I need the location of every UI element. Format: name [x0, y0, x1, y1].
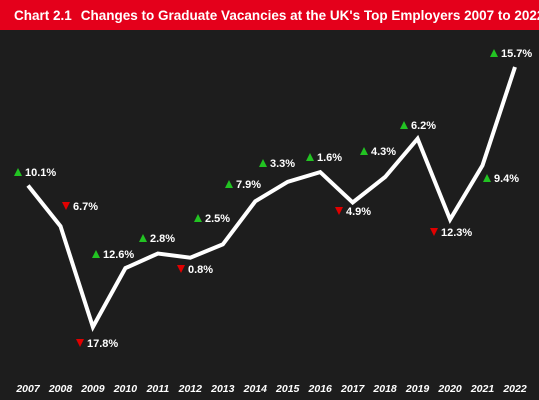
change-value: 6.7% — [73, 201, 98, 213]
x-tick-label-2009: 2009 — [80, 383, 105, 395]
down-arrow-icon — [62, 202, 70, 210]
x-tick-label-2017: 2017 — [340, 383, 366, 395]
change-label-2021: 9.4% — [483, 173, 519, 185]
change-label-2009: 17.8% — [76, 338, 118, 350]
up-arrow-icon — [139, 234, 147, 242]
x-tick-label-2008: 2008 — [48, 383, 73, 395]
up-arrow-icon — [483, 174, 491, 182]
change-value: 2.5% — [205, 213, 230, 225]
up-arrow-icon — [259, 159, 267, 167]
x-axis: 2007 2008 2009 2010 2011 2012 2013 2014 2015 2016… — [15, 383, 527, 395]
change-label-2011: 2.8% — [139, 233, 175, 245]
change-value: 9.4% — [494, 173, 519, 185]
x-tick-label-2019: 2019 — [405, 383, 430, 395]
line-layer — [26, 66, 517, 333]
x-tick-label-2010: 2010 — [113, 383, 138, 395]
change-value: 1.6% — [317, 152, 342, 164]
line-chart: 10.1% 6.7% 17.8% 12.6% 2.8% 0.8% 2.5% 7.9% 3.3% 1… — [14, 48, 532, 395]
x-tick-label-2018: 2018 — [372, 383, 397, 395]
change-label-2015: 3.3% — [259, 158, 295, 170]
change-value: 17.8% — [87, 338, 118, 350]
change-label-2008: 6.7% — [62, 201, 98, 213]
chart-title: Changes to Graduate Vacancies at the UK'… — [80, 7, 539, 23]
change-label-2007: 10.1% — [14, 167, 56, 179]
up-arrow-icon — [92, 250, 100, 258]
change-label-2010: 12.6% — [92, 249, 134, 261]
change-value: 15.7% — [501, 48, 532, 60]
x-tick-label-2015: 2015 — [275, 383, 300, 395]
change-label-2014: 7.9% — [225, 179, 261, 191]
up-arrow-icon — [360, 147, 368, 155]
change-value: 2.8% — [150, 233, 175, 245]
up-arrow-icon — [14, 168, 22, 176]
x-tick-label-2020: 2020 — [437, 383, 462, 395]
change-value: 3.3% — [270, 158, 295, 170]
change-label-2020: 12.3% — [430, 227, 472, 239]
change-label-2013: 2.5% — [194, 213, 230, 225]
x-tick-label-2021: 2021 — [470, 383, 495, 395]
up-arrow-icon — [194, 214, 202, 222]
down-arrow-icon — [177, 265, 185, 273]
change-value: 12.6% — [103, 249, 134, 261]
x-tick-label-2016: 2016 — [308, 383, 333, 395]
down-arrow-icon — [76, 339, 84, 347]
x-tick-label-2014: 2014 — [243, 383, 268, 395]
change-label-2018: 4.3% — [360, 146, 396, 158]
change-label-2012: 0.8% — [177, 264, 213, 276]
change-value: 10.1% — [25, 167, 56, 179]
change-value: 4.9% — [346, 206, 371, 218]
change-value: 0.8% — [188, 264, 213, 276]
x-tick-label-2012: 2012 — [178, 383, 203, 395]
x-tick-label-2022: 2022 — [502, 383, 527, 395]
change-label-2017: 4.9% — [335, 206, 371, 218]
change-label-2019: 6.2% — [400, 120, 436, 132]
change-value: 7.9% — [236, 179, 261, 191]
chart-number: Chart 2.1 — [14, 7, 72, 23]
up-arrow-icon — [400, 121, 408, 129]
annotation-layer: 10.1% 6.7% 17.8% 12.6% 2.8% 0.8% 2.5% 7.9% 3.3% 1… — [14, 48, 532, 350]
x-tick-label-2013: 2013 — [210, 383, 235, 395]
change-value: 12.3% — [441, 227, 472, 239]
up-arrow-icon — [225, 180, 233, 188]
up-arrow-icon — [306, 153, 314, 161]
down-arrow-icon — [430, 228, 438, 236]
change-value: 6.2% — [411, 120, 436, 132]
change-value: 4.3% — [371, 146, 396, 158]
up-arrow-icon — [490, 49, 498, 57]
change-label-2016: 1.6% — [306, 152, 342, 164]
x-tick-label-2007: 2007 — [15, 383, 41, 395]
change-label-2022: 15.7% — [490, 48, 532, 60]
down-arrow-icon — [335, 207, 343, 215]
x-tick-label-2011: 2011 — [146, 383, 170, 395]
chart-title-bar: Chart 2.1 Changes to Graduate Vacancies … — [0, 0, 539, 30]
vacancies-series-line — [26, 66, 517, 333]
